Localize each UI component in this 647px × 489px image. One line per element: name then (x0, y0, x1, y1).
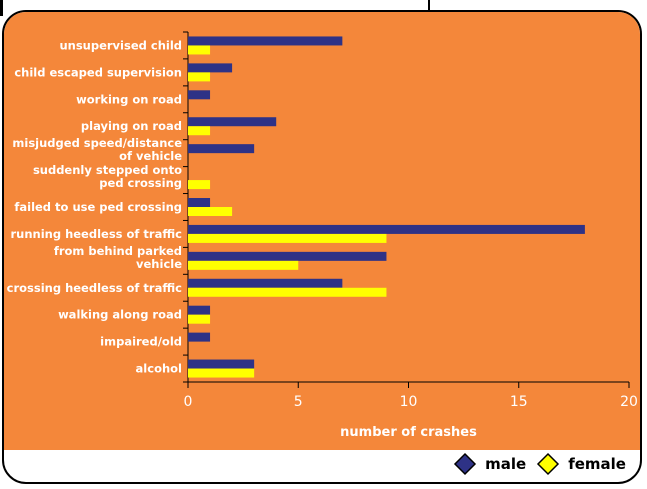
category-label: playing on road (81, 119, 182, 133)
x-tick-label: 0 (184, 394, 193, 410)
bar-female (188, 45, 210, 54)
category-label: crossing heedless of traffic (7, 281, 183, 295)
x-tick-label: 20 (620, 394, 638, 410)
plot-area: unsupervised child child escaped supervis… (4, 12, 640, 450)
category-label: alcohol (136, 362, 182, 376)
bar-female (188, 234, 386, 243)
category-label: impaired/old (100, 335, 182, 349)
bar-female (188, 207, 232, 216)
category-label: failed to use ped crossing (14, 200, 182, 214)
chart-panel: unsupervised child child escaped supervis… (2, 10, 642, 484)
bar-male (188, 63, 232, 72)
bar-female (188, 72, 210, 81)
bar-male (188, 117, 276, 126)
x-tick-label: 5 (294, 394, 303, 410)
bar-chart: unsupervised child child escaped supervis… (4, 12, 642, 450)
legend-label-female: female (568, 455, 626, 473)
x-axis-title: number of crashes (340, 425, 477, 440)
bar-male (188, 360, 254, 369)
bar-male (188, 144, 254, 153)
category-label: from behind parked vehicle (54, 244, 182, 271)
legend-label-male: male (485, 455, 526, 473)
category-label: child escaped supervision (14, 65, 182, 79)
bar-female (188, 261, 298, 270)
bar-male (188, 252, 386, 261)
legend: male female (453, 452, 626, 476)
bar-male (188, 36, 342, 45)
female-diamond-icon (536, 452, 560, 476)
legend-item-female: female (536, 452, 626, 476)
bar-female (188, 288, 386, 297)
category-label: unsupervised child (59, 38, 182, 52)
bar-male (188, 90, 210, 99)
bar-male (188, 279, 342, 288)
category-label: suddenly stepped onto ped crossing (33, 163, 182, 190)
bar-male (188, 333, 210, 342)
category-label: walking along road (58, 308, 182, 322)
bar-female (188, 126, 210, 135)
bar-male (188, 306, 210, 315)
bar-female (188, 315, 210, 324)
bar-male (188, 198, 210, 207)
male-diamond-icon (453, 452, 477, 476)
x-tick-label: 10 (400, 394, 418, 410)
category-label: misjudged speed/distance of vehicle (12, 136, 182, 163)
category-label: working on road (76, 92, 182, 106)
legend-item-male: male (453, 452, 526, 476)
frame-line-left (0, 0, 3, 16)
bar-female (188, 369, 254, 378)
category-label: running heedless of traffic (10, 227, 182, 241)
bar-male (188, 225, 585, 234)
x-tick-label: 15 (510, 394, 528, 410)
bar-female (188, 180, 210, 189)
